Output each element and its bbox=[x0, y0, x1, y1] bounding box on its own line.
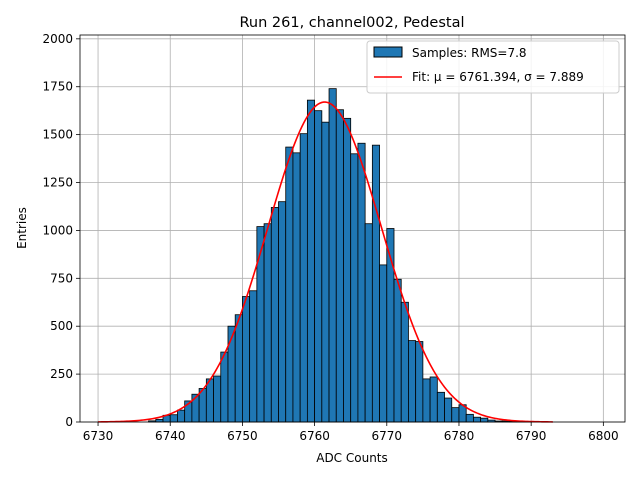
y-axis-label: Entries bbox=[15, 207, 29, 249]
histogram-bar bbox=[473, 416, 482, 423]
histogram-bar bbox=[169, 414, 178, 423]
histogram-bar bbox=[350, 153, 359, 423]
histogram-bar bbox=[436, 391, 445, 423]
y-tick-label: 750 bbox=[50, 271, 73, 285]
histogram-bars bbox=[148, 88, 532, 423]
histogram-bar bbox=[371, 144, 380, 423]
chart-title: Run 261, channel002, Pedestal bbox=[239, 15, 464, 31]
histogram-bar bbox=[328, 88, 337, 423]
histogram-bar bbox=[155, 418, 164, 423]
x-tick-label: 6750 bbox=[227, 429, 258, 443]
legend-histogram-label: Samples: RMS=7.8 bbox=[412, 46, 527, 60]
x-tick-label: 6770 bbox=[372, 429, 403, 443]
legend-histogram-swatch bbox=[373, 46, 403, 58]
histogram-bar bbox=[285, 146, 294, 423]
histogram-bar bbox=[249, 290, 258, 423]
x-tick-label: 6790 bbox=[516, 429, 547, 443]
histogram-bar bbox=[306, 99, 316, 423]
y-tick-label: 2000 bbox=[42, 32, 73, 46]
histogram-bar bbox=[393, 278, 402, 423]
histogram-bar bbox=[278, 201, 287, 423]
histogram-bar bbox=[422, 378, 431, 423]
histogram-bar bbox=[408, 340, 417, 423]
y-tick-label: 500 bbox=[50, 319, 73, 333]
histogram-bar bbox=[292, 152, 301, 423]
x-tick-label: 6800 bbox=[588, 429, 619, 443]
y-axis-ticks: 0 250 500 750 1000 1250 1500 1750 2000 bbox=[42, 32, 80, 429]
histogram-bar bbox=[314, 110, 323, 423]
histogram-bar bbox=[177, 409, 186, 423]
histogram-bar bbox=[205, 378, 214, 423]
histogram-bar bbox=[465, 413, 474, 423]
legend: Samples: RMS=7.8 Fit: μ = 6761.394, σ = … bbox=[366, 40, 620, 94]
histogram-bar bbox=[263, 223, 272, 423]
histogram-bar bbox=[321, 121, 330, 423]
histogram-bar bbox=[444, 397, 453, 423]
histogram-bar bbox=[451, 407, 460, 423]
gaussian-fit-curve bbox=[98, 101, 553, 423]
x-tick-label: 6740 bbox=[155, 429, 186, 443]
y-tick-label: 1250 bbox=[42, 176, 73, 190]
histogram-bar bbox=[256, 226, 265, 423]
plot-frame bbox=[79, 34, 626, 423]
y-tick-label: 1000 bbox=[42, 223, 73, 237]
histogram-bar bbox=[400, 301, 409, 423]
histogram-bar bbox=[213, 375, 222, 423]
y-tick-label: 1750 bbox=[42, 80, 73, 94]
histogram-bar bbox=[227, 325, 236, 423]
histogram-bar bbox=[270, 207, 279, 423]
x-axis-label: ADC Counts bbox=[316, 451, 388, 465]
histogram-bar bbox=[357, 142, 366, 423]
histogram-bar bbox=[415, 341, 424, 423]
legend-box bbox=[366, 40, 620, 94]
histogram-bar bbox=[234, 314, 243, 423]
histogram-bar bbox=[429, 376, 438, 423]
x-tick-label: 6760 bbox=[299, 429, 330, 443]
x-tick-label: 6780 bbox=[444, 429, 475, 443]
y-tick-label: 1500 bbox=[42, 128, 73, 142]
histogram-bar bbox=[343, 117, 352, 423]
histogram-bar bbox=[480, 417, 489, 423]
histogram-bar bbox=[242, 296, 251, 423]
y-tick-label: 250 bbox=[50, 367, 73, 381]
histogram-bar bbox=[220, 351, 229, 423]
legend-fit-label: Fit: μ = 6761.394, σ = 7.889 bbox=[412, 70, 584, 84]
y-tick-label: 0 bbox=[65, 415, 73, 429]
histogram-bar bbox=[335, 109, 344, 423]
x-tick-label: 6730 bbox=[83, 429, 114, 443]
histogram-bar bbox=[299, 133, 308, 423]
histogram-bar bbox=[364, 223, 373, 423]
x-axis-ticks: 6730 6740 6750 6760 6770 6780 6790 6800 bbox=[83, 422, 619, 443]
histogram-bar bbox=[379, 264, 388, 423]
